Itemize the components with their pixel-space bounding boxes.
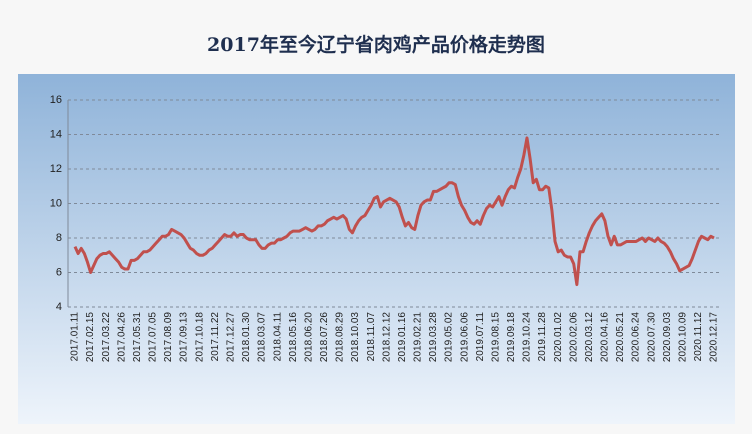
x-tick-label: 2017.04.26 bbox=[116, 312, 127, 362]
x-tick-label: 2017.09.13 bbox=[179, 312, 190, 362]
x-tick-label: 2019.09.18 bbox=[506, 312, 517, 362]
y-tick-label: 4 bbox=[56, 301, 62, 313]
x-tick-label: 2020.11.12 bbox=[693, 312, 704, 362]
x-tick-label: 2017.10.18 bbox=[194, 312, 205, 362]
x-tick-label: 2020.12.17 bbox=[709, 312, 720, 362]
x-tick-label: 2020.02.06 bbox=[568, 312, 579, 362]
x-tick-label: 2017.12.27 bbox=[225, 312, 236, 362]
x-tick-label: 2020.09.03 bbox=[662, 312, 673, 362]
x-tick-label: 2018.05.16 bbox=[288, 312, 299, 362]
x-tick-label: 2019.11.28 bbox=[537, 312, 548, 362]
x-tick-label: 2018.03.07 bbox=[257, 312, 268, 362]
y-tick-label: 12 bbox=[50, 163, 62, 175]
x-tick-label: 2018.07.26 bbox=[319, 312, 330, 362]
y-tick-label: 6 bbox=[56, 266, 62, 278]
x-tick-label: 2018.08.29 bbox=[335, 312, 346, 362]
x-tick-label: 2017.03.22 bbox=[101, 312, 112, 362]
y-tick-label: 16 bbox=[50, 94, 62, 106]
chart-title: 2017年至今辽宁省肉鸡产品价格走势图 bbox=[207, 33, 545, 56]
x-tick-label: 2019.07.11 bbox=[475, 312, 486, 362]
x-tick-label: 2018.10.03 bbox=[350, 312, 361, 362]
x-tick-label: 2017.11.22 bbox=[210, 312, 221, 362]
x-tick-label: 2020.06.24 bbox=[631, 312, 642, 362]
x-tick-label: 2019.06.06 bbox=[459, 312, 470, 362]
y-tick-label: 14 bbox=[50, 128, 62, 140]
x-tick-label: 2018.12.12 bbox=[381, 312, 392, 362]
x-tick-label: 2020.01.02 bbox=[553, 312, 564, 362]
x-tick-label: 2020.04.16 bbox=[600, 312, 611, 362]
x-tick-label: 2018.04.11 bbox=[272, 312, 283, 362]
x-tick-label: 2018.06.20 bbox=[303, 312, 314, 362]
x-tick-label: 2017.02.15 bbox=[85, 312, 96, 362]
x-tick-label: 2018.01.30 bbox=[241, 312, 252, 362]
x-tick-label: 2017.01.11 bbox=[70, 312, 81, 362]
y-tick-label: 10 bbox=[50, 197, 62, 209]
x-tick-label: 2019.01.16 bbox=[397, 312, 408, 362]
plot-area bbox=[18, 74, 735, 424]
x-tick-label: 2019.05.02 bbox=[444, 312, 455, 362]
x-tick-label: 2020.10.09 bbox=[677, 312, 688, 362]
x-tick-label: 2020.03.12 bbox=[584, 312, 595, 362]
x-tick-label: 2019.08.15 bbox=[490, 312, 501, 362]
x-tick-label: 2018.11.07 bbox=[366, 312, 377, 362]
x-tick-label: 2017.05.31 bbox=[132, 312, 143, 362]
x-tick-label: 2020.07.30 bbox=[646, 312, 657, 362]
x-tick-label: 2019.03.28 bbox=[428, 312, 439, 362]
x-tick-label: 2019.02.21 bbox=[413, 312, 424, 362]
x-tick-label: 2017.07.05 bbox=[148, 312, 159, 362]
x-tick-label: 2020.05.21 bbox=[615, 312, 626, 362]
x-tick-label: 2017.08.09 bbox=[163, 312, 174, 362]
y-tick-label: 8 bbox=[56, 232, 62, 244]
price-line bbox=[73, 136, 715, 287]
x-tick-label: 2019.10.24 bbox=[522, 312, 533, 362]
